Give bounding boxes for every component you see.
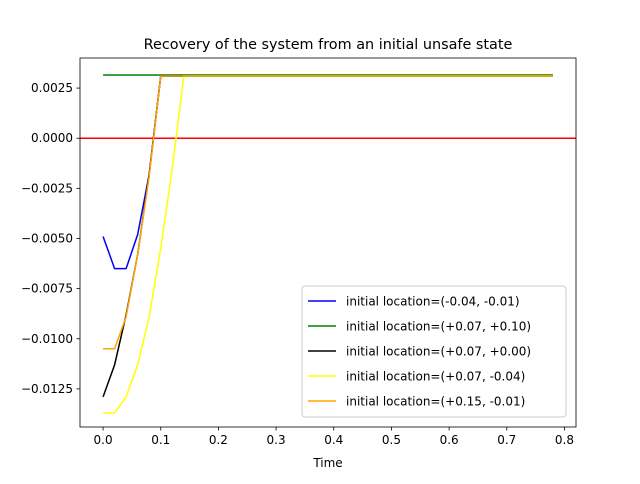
legend-label: initial location=(-0.04, -0.01) bbox=[346, 295, 520, 309]
x-tick-label: 0.0 bbox=[94, 433, 113, 447]
y-tick-label: −0.0025 bbox=[21, 181, 73, 195]
x-tick-label: 0.8 bbox=[555, 433, 574, 447]
x-tick-label: 0.5 bbox=[382, 433, 401, 447]
legend-label: initial location=(+0.15, -0.01) bbox=[346, 395, 525, 409]
x-tick-label: 0.6 bbox=[440, 433, 459, 447]
x-tick-label: 0.4 bbox=[324, 433, 343, 447]
y-tick-label: 0.0000 bbox=[31, 131, 73, 145]
y-tick-label: −0.0125 bbox=[21, 382, 73, 396]
legend-label: initial location=(+0.07, +0.10) bbox=[346, 320, 531, 334]
y-tick-label: −0.0100 bbox=[21, 332, 73, 346]
axes-frame bbox=[79, 57, 577, 428]
legend-box bbox=[301, 285, 567, 418]
legend-label: initial location=(+0.07, -0.04) bbox=[346, 370, 525, 384]
chart-title: Recovery of the system from an initial u… bbox=[144, 37, 513, 53]
plot-area: 0.0 0.1 0.2 0.3 0.4 0.5 0.6 0.7 0.8 0.0025 0.0000 −… bbox=[21, 57, 577, 447]
x-tick-label: 0.1 bbox=[151, 433, 170, 447]
x-tick-label: 0.7 bbox=[497, 433, 516, 447]
legend-label: initial location=(+0.07, +0.00) bbox=[346, 345, 531, 359]
y-tick-label: 0.0025 bbox=[31, 81, 73, 95]
legend: initial location=(-0.04, -0.01) initial l… bbox=[301, 285, 567, 418]
x-axis-label: Time bbox=[312, 456, 342, 470]
y-tick-label: −0.0050 bbox=[21, 231, 73, 245]
x-tick-label: 0.3 bbox=[267, 433, 286, 447]
x-tick-label: 0.2 bbox=[209, 433, 228, 447]
series-line-5 bbox=[103, 75, 553, 350]
y-tick-label: −0.0075 bbox=[21, 282, 73, 296]
